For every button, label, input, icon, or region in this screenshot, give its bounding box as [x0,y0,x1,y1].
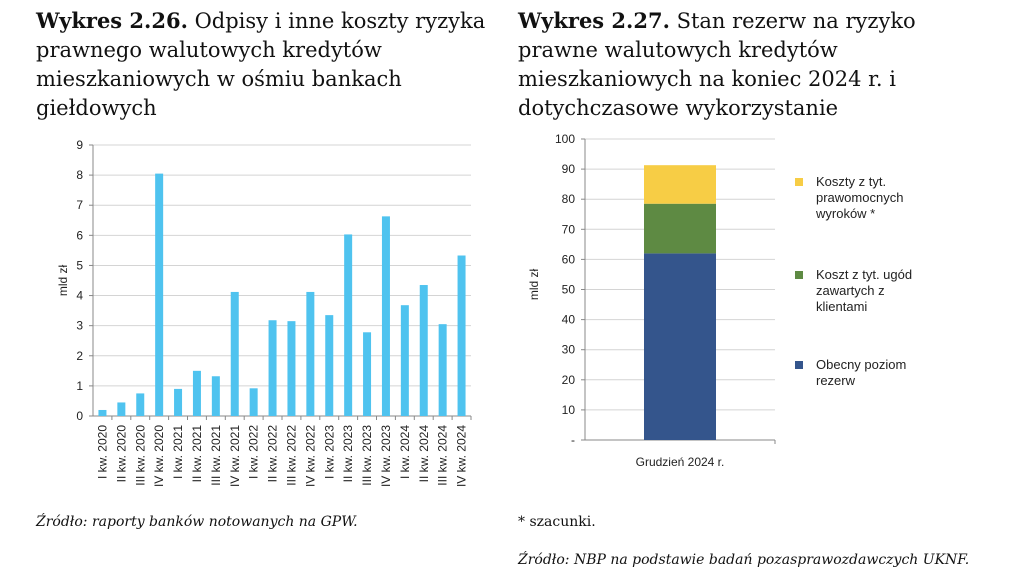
x-tick-label: III kw. 2024 [436,425,450,486]
left-chart-caption: Wykres 2.26. Odpisy i inne koszty ryzyka… [36,6,496,123]
x-tick-label: III kw. 2022 [284,425,298,486]
legend-label: klientami [816,299,867,314]
y-tick-label: 70 [562,222,576,236]
estimate-footnote: * szacunki. [518,514,596,530]
y-tick-label: 10 [562,403,576,417]
bar [249,388,258,416]
legend-label: wyroków * [815,206,875,221]
legend-label: Koszt z tyt. ugód [816,267,912,282]
bar [287,321,296,416]
x-tick-label: IV kw. 2023 [379,425,393,487]
left-source-note: Źródło: raporty banków notowanych na GPW… [36,514,358,530]
y-tick-label: 1 [76,379,83,393]
bar [174,388,183,416]
left-caption-label: Wykres 2.26. [36,8,188,33]
bar [381,216,390,416]
x-tick-label: IV kw. 2021 [228,425,242,487]
x-tick-label: III kw. 2020 [133,425,147,486]
x-tick-label: II kw. 2021 [190,425,204,483]
y-tick-label: 9 [76,138,83,152]
bar [268,320,277,416]
y-tick-label: 100 [555,132,575,146]
legend-label: Obecny poziom [816,357,906,372]
y-tick-label: - [571,433,575,447]
quarterly-costs-bar-chart: 0 1 2 3 4 5 6 7 8 9 I kw. 2020 II kw. 2020 III kw. 2… [56,138,472,487]
y-tick-label: 4 [76,289,83,303]
y-tick-label: 8 [76,168,83,182]
y-axis-label: mld zł [527,269,541,301]
y-tick-label: 50 [562,283,576,297]
y-tick-label: 2 [76,349,83,363]
y-tick-label: 5 [76,258,83,272]
y-axis-label: mld zł [56,265,70,297]
y-tick-label: 80 [562,192,576,206]
bar [306,291,315,416]
legend-swatch [795,361,803,369]
stacked-bar-segment [644,203,716,254]
bar [438,324,447,416]
y-tick-label: 60 [562,252,576,266]
y-tick-label: 0 [76,409,83,423]
bar [344,234,353,416]
bar [98,409,107,416]
x-tick-label: II kw. 2020 [114,425,128,483]
x-tick-label: III kw. 2021 [209,425,223,486]
bar [211,376,220,416]
right-caption-label: Wykres 2.27. [518,8,670,33]
right-caption-text: Stan rezerw na ryzyko prawne walutowych … [518,9,916,120]
bar [419,285,428,416]
x-tick-label: III kw. 2023 [360,425,374,486]
bar [230,291,239,416]
x-tick-label: I kw. 2020 [95,425,109,479]
x-tick-label: I kw. 2024 [398,425,412,479]
y-tick-label: 40 [562,313,576,327]
bar [363,332,372,416]
x-tick-label: II kw. 2022 [266,425,280,483]
y-tick-label: 90 [562,162,576,176]
bar [457,255,466,416]
reserves-stacked-bar-chart: - 10 20 30 40 50 60 70 80 90 100 Grudzień 2024 r. ml… [527,132,912,469]
x-tick-label: IV kw. 2022 [303,425,317,487]
x-tick-label: I kw. 2023 [322,425,336,479]
x-tick-label: II kw. 2024 [417,425,431,483]
y-tick-label: 30 [562,343,576,357]
bar [325,315,334,416]
stacked-bar-segment [644,253,716,440]
legend-label: prawomocnych [816,190,903,205]
legend-swatch [795,178,803,186]
legend-swatch [795,271,803,279]
y-tick-label: 3 [76,319,83,333]
y-tick-label: 6 [76,228,83,242]
y-tick-label: 7 [76,198,83,212]
stacked-bar-segment [644,165,716,204]
x-tick-label: IV kw. 2020 [152,425,166,487]
legend-label: zawartych z [816,283,885,298]
right-chart-caption: Wykres 2.27. Stan rezerw na ryzyko prawn… [518,6,978,123]
x-tick-label: I kw. 2021 [171,425,185,479]
x-tick-label: II kw. 2023 [341,425,355,483]
bar [136,393,145,416]
x-tick-label: Grudzień 2024 r. [636,455,725,469]
left-caption-text: Odpisy i inne koszty ryzyka prawnego wal… [36,9,486,120]
bar [117,402,126,416]
bar [155,173,164,416]
right-source-note: Źródło: NBP na podstawie badań pozaspraw… [518,552,970,568]
y-tick-label: 20 [562,373,576,387]
x-tick-label: IV kw. 2024 [455,425,469,487]
bar [192,370,201,416]
x-tick-label: I kw. 2022 [247,425,261,479]
legend-label: Koszty z tyt. [816,174,886,189]
legend-label: rezerw [816,373,856,388]
bar [400,305,409,416]
